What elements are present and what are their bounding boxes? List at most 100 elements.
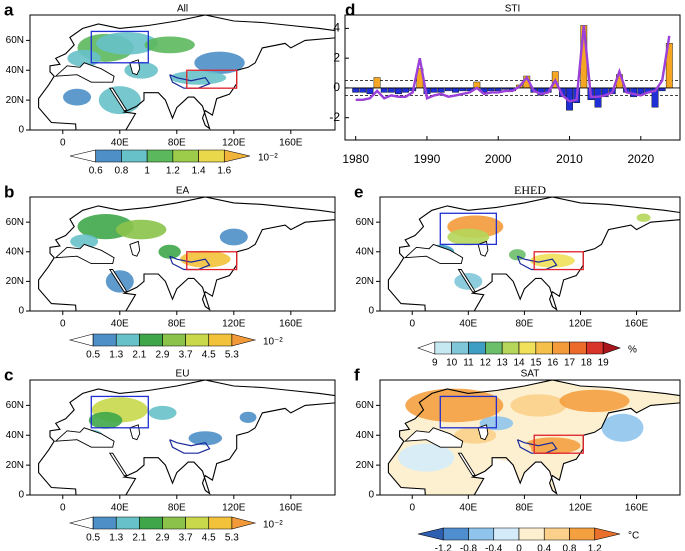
colorbar-unit: 10⁻² [263, 520, 283, 531]
colorbar-tick-label: 15 [530, 358, 542, 369]
y-tick-label: 40N [356, 430, 374, 441]
colorbar-tick-label: 9 [432, 358, 438, 369]
colorbar-tick-label: 14 [513, 358, 525, 369]
y-tick-label: -2 [329, 110, 340, 124]
panel-title: All [177, 4, 188, 15]
colorbar-swatch [594, 527, 621, 541]
coast [54, 62, 115, 83]
shading [96, 32, 158, 55]
shading [63, 88, 92, 106]
x-tick-label: 2020 [627, 152, 654, 166]
colorbar-swatch [95, 149, 122, 163]
panel-title: EHED [514, 183, 546, 197]
y-tick-label: 20N [6, 276, 24, 287]
colorbar-swatch [535, 341, 553, 355]
colorbar-tick-label: 10 [446, 358, 458, 369]
water [55, 244, 115, 264]
colorbar-unit: °C [628, 531, 639, 542]
y-tick-label: 0 [368, 306, 374, 317]
y-tick-label: 60N [6, 217, 24, 228]
shading [239, 411, 257, 423]
colorbar-tick-label: 4.5 [202, 350, 216, 361]
colorbar-tick-label: 5.3 [225, 533, 239, 544]
bar [395, 87, 402, 95]
frame [379, 379, 681, 496]
bar [637, 87, 645, 95]
colorbar-swatch [162, 516, 186, 530]
bar [444, 87, 452, 92]
x-tick-label: 80E [515, 319, 533, 330]
coast [457, 452, 477, 477]
shading [489, 438, 532, 462]
x-tick-label: 160E [279, 503, 303, 514]
y-tick-label: 40N [356, 246, 374, 257]
colorbar-tick-label: 1.4 [192, 166, 206, 177]
bar [430, 87, 438, 93]
coast [54, 427, 115, 448]
colorbar-tick-label: 0.8 [114, 166, 128, 177]
x-tick-label: 0 [60, 503, 66, 514]
plateau [169, 74, 211, 89]
water [55, 62, 115, 83]
y-tick-label: 20N [6, 95, 24, 106]
water [109, 88, 127, 111]
y-tick-label: 0 [368, 490, 374, 501]
coast [129, 240, 141, 257]
bar [352, 87, 360, 93]
y-tick-label: 40N [6, 430, 24, 441]
map [30, 197, 335, 311]
colorbar-tick-label: 1.2 [588, 544, 602, 551]
colorbar-tick-label: 13 [497, 358, 509, 369]
x-tick-label: 40E [459, 319, 477, 330]
water [405, 244, 463, 264]
coast [108, 269, 128, 293]
water [55, 427, 115, 448]
colorbar-swatch [518, 527, 545, 541]
x-tick-label: 1980 [342, 152, 369, 166]
colorbar-tick-label: 0 [516, 544, 522, 551]
coast [129, 424, 141, 441]
colorbar-tick-label: 1.2 [166, 166, 180, 177]
x-tick-label: 0 [409, 503, 415, 514]
frame [29, 379, 336, 496]
panel: 0 40E 80E 120E 160E 0 20N 40N 60N 0.5 1.3 2.1 2.9 3.7… [6, 379, 336, 544]
coast [54, 243, 115, 265]
sti-line [355, 25, 671, 103]
colorbar-tick-label: -0.4 [485, 544, 503, 551]
colorbar-swatch [518, 341, 537, 355]
panel-title: EA [176, 186, 190, 197]
bar [366, 87, 374, 95]
plateau [169, 439, 211, 454]
y-tick-label: 60N [6, 400, 24, 411]
colorbar-swatch [569, 341, 587, 355]
frame [379, 196, 681, 312]
colorbar-tick-label: 19 [598, 358, 610, 369]
shading [144, 36, 195, 54]
colorbar-tick-label: 0.8 [563, 544, 577, 551]
colorbar-tick-label: -0.8 [460, 544, 478, 551]
colorbar-swatch [69, 149, 97, 163]
y-tick-label: 0 [18, 306, 24, 317]
x-tick-label: 0 [60, 138, 66, 149]
map [380, 380, 680, 495]
colorbar-swatch [146, 149, 174, 163]
shading [124, 61, 158, 79]
water [109, 269, 127, 292]
colorbar-swatch [231, 333, 257, 347]
colorbar-swatch [121, 149, 148, 163]
coast [477, 424, 489, 441]
eu-box [90, 395, 149, 429]
colorbar-tick-label: 1 [144, 166, 150, 177]
panel-title: SAT [521, 369, 540, 380]
bar [387, 87, 395, 93]
y-tick-label: 40N [6, 65, 24, 76]
shading [510, 394, 567, 417]
x-tick-label: 160E [625, 503, 649, 514]
colorbar-swatch [208, 333, 233, 347]
plateau [169, 255, 211, 271]
frame [29, 196, 336, 312]
colorbar-swatch [543, 527, 570, 541]
colorbar-swatch [442, 527, 469, 541]
eu-box [439, 395, 498, 429]
y-tick-label: 0 [18, 125, 24, 136]
